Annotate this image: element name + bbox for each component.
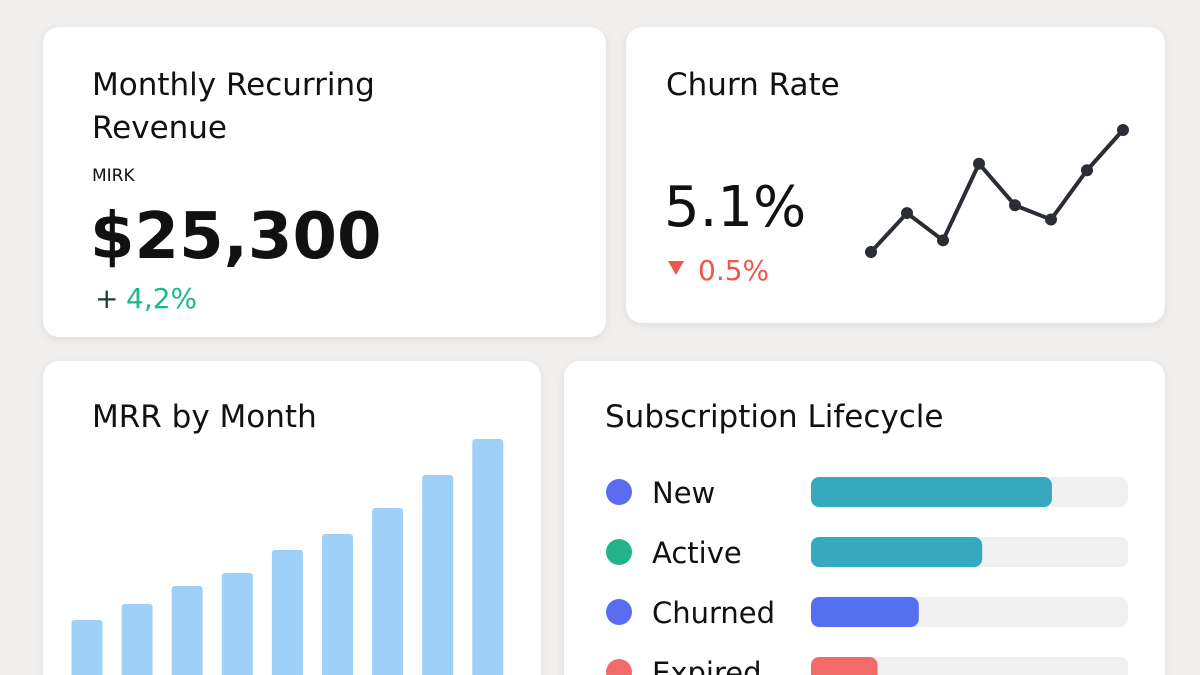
legend-dot xyxy=(606,599,632,625)
bar xyxy=(372,508,404,675)
kpi-delta: 0.5% xyxy=(698,254,769,287)
mrr-card xyxy=(43,27,606,337)
bar xyxy=(121,604,153,675)
bar xyxy=(322,534,353,675)
sparkline xyxy=(869,128,1125,254)
sparkline-point xyxy=(1009,199,1021,212)
card-title: Monthly Recurring xyxy=(92,67,375,103)
bar xyxy=(221,573,253,675)
progress-bar xyxy=(811,477,1052,507)
category-label: Active xyxy=(652,536,742,570)
sparkline-point xyxy=(973,157,985,170)
kpi-label: MIRK xyxy=(92,166,135,186)
progress-bar xyxy=(811,537,983,567)
kpi-value: $25,300 xyxy=(90,200,382,274)
legend-dot xyxy=(606,539,632,565)
churn-card xyxy=(626,27,1165,323)
legend-dot xyxy=(606,479,632,505)
bar xyxy=(422,475,454,675)
sparkline-point xyxy=(901,207,913,220)
chart-title: MRR by Month xyxy=(92,399,317,435)
bar xyxy=(71,620,103,675)
bar xyxy=(271,550,303,675)
lifecycle-card xyxy=(564,361,1165,675)
down-arrow-icon xyxy=(668,261,684,275)
progress-bar xyxy=(811,597,919,627)
sparkline-point xyxy=(1081,164,1093,177)
sparkline-point xyxy=(937,234,949,247)
kpi-delta: 4,2% xyxy=(126,282,197,315)
legend-dot xyxy=(606,659,632,675)
sparkline-point xyxy=(865,246,877,258)
bar-track xyxy=(811,657,1128,675)
sparkline-point xyxy=(1117,124,1129,136)
delta-sign: + xyxy=(95,282,118,315)
category-label: Churned xyxy=(652,596,775,630)
category-label: Expired xyxy=(652,656,762,675)
card-title: Churn Rate xyxy=(666,67,840,103)
progress-bar xyxy=(811,657,878,675)
bar xyxy=(472,439,504,675)
kpi-value: 5.1% xyxy=(664,175,806,240)
bar xyxy=(171,586,203,675)
chart-title: Subscription Lifecycle xyxy=(605,399,943,435)
mrr-chart-card xyxy=(43,361,541,675)
card-title: Revenue xyxy=(92,110,227,146)
category-label: New xyxy=(652,476,715,510)
sparkline-point xyxy=(1045,213,1057,226)
